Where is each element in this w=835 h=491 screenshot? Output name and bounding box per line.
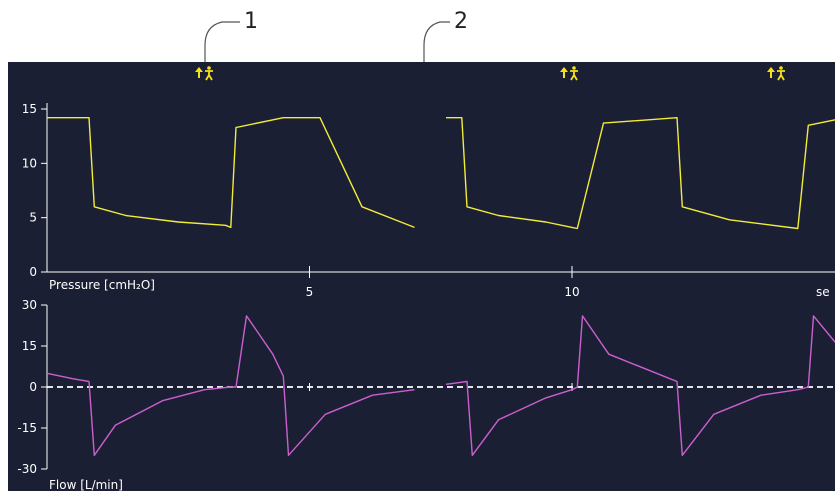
flow-ytick-label: 0 <box>29 380 37 394</box>
pressure-xtick-label: 10 <box>564 285 579 299</box>
patient-trigger-icon <box>195 66 213 81</box>
pressure-axis-label: Pressure [cmH₂O] <box>49 278 155 292</box>
pressure-axes: 0 5 10 15 5 10 se Pressure [cmH₂O] <box>22 102 835 299</box>
flow-ytick-label: 30 <box>22 298 37 312</box>
pressure-ytick-label: 15 <box>22 102 37 116</box>
patient-trigger-icon <box>767 66 785 81</box>
pressure-ytick-label: 5 <box>29 211 37 225</box>
flow-waveform <box>46 315 835 456</box>
flow-trace-segment-1 <box>46 315 415 456</box>
pressure-xtick-label: 5 <box>306 285 314 299</box>
flow-ytick-label: -30 <box>17 462 37 476</box>
pressure-ytick-label: 10 <box>22 156 37 170</box>
callout-1-label: 1 <box>244 9 258 34</box>
flow-y-ticks: -30 -15 0 15 30 <box>17 298 573 476</box>
callout-1-leader <box>204 21 240 72</box>
pressure-waveform <box>47 116 835 230</box>
pressure-y-ticks: 0 5 10 15 <box>22 102 47 279</box>
callout-2-label: 2 <box>454 9 468 34</box>
flow-ytick-label: -15 <box>17 421 37 435</box>
patient-trigger-icon <box>560 66 578 81</box>
monitor-screen <box>8 62 835 491</box>
callout-1: 1 <box>204 9 258 72</box>
pressure-trace-segment-2 <box>446 116 835 230</box>
pressure-trace-segment-1 <box>47 116 415 229</box>
flow-axes: -30 -15 0 15 30 Flow [L/min] <box>17 298 835 491</box>
callout-2-leader <box>423 21 450 78</box>
flow-trace-segment-2 <box>445 315 835 456</box>
trigger-markers <box>195 66 785 81</box>
pressure-ytick-label: 0 <box>29 265 37 279</box>
pressure-x-ticks: 5 10 se <box>306 266 830 299</box>
pressure-xtick-label: se <box>816 285 830 299</box>
flow-ytick-label: 15 <box>22 339 37 353</box>
callout-2: 2 <box>423 9 468 78</box>
flow-axis-label: Flow [L/min] <box>49 478 123 491</box>
